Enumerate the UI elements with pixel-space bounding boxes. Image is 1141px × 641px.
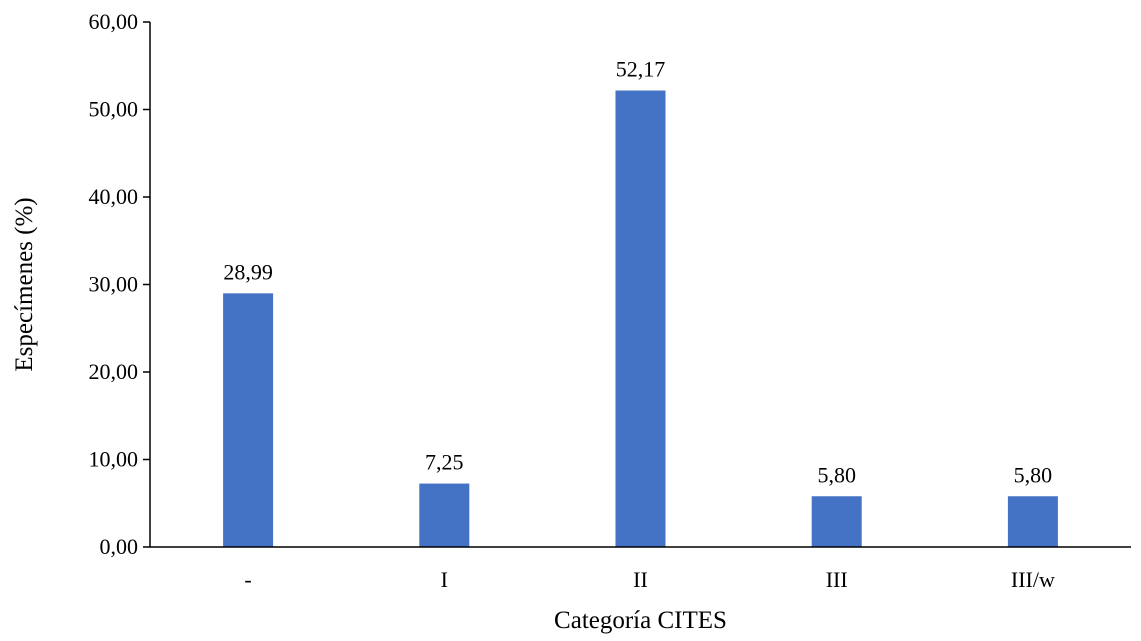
data-label: 5,80 xyxy=(1014,462,1053,487)
y-tick-label: 0,00 xyxy=(100,534,139,559)
y-tick-label: 30,00 xyxy=(89,272,139,297)
y-axis-ticks: 0,00 10,00 20,00 30,00 40,00 50,00 60,00 xyxy=(89,9,150,559)
y-axis-title: Especímenes (%) xyxy=(11,197,38,371)
bar xyxy=(811,496,862,547)
bar xyxy=(419,483,470,547)
bar xyxy=(615,90,666,547)
x-tick-label: III/w xyxy=(1011,567,1055,592)
bar xyxy=(223,293,274,547)
data-labels: 28,99 7,25 52,17 5,80 5,80 xyxy=(223,57,1052,488)
y-tick-label: 60,00 xyxy=(89,9,139,34)
bar xyxy=(1007,496,1058,547)
bars xyxy=(223,90,1058,547)
data-label: 28,99 xyxy=(223,259,273,284)
x-tick-label: II xyxy=(633,567,648,592)
data-label: 7,25 xyxy=(425,450,464,475)
x-tick-label: I xyxy=(441,567,448,592)
x-axis-title: Categoría CITES xyxy=(554,607,727,634)
data-label: 52,17 xyxy=(616,57,666,82)
y-tick-label: 20,00 xyxy=(89,359,139,384)
y-tick-label: 40,00 xyxy=(89,184,139,209)
y-tick-label: 10,00 xyxy=(89,447,139,472)
y-tick-label: 50,00 xyxy=(89,97,139,122)
data-label: 5,80 xyxy=(817,462,856,487)
x-tick-label: III xyxy=(826,567,848,592)
x-axis-ticks: - I II III III/w xyxy=(244,567,1055,592)
x-tick-label: - xyxy=(244,567,251,592)
